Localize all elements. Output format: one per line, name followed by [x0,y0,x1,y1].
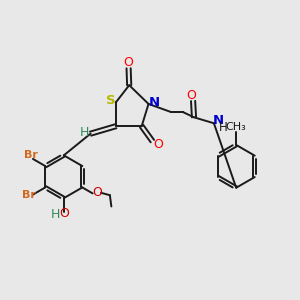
Text: O: O [187,88,196,101]
Text: H: H [79,126,89,139]
Text: O: O [59,207,69,220]
Text: S: S [106,94,116,107]
Text: N: N [148,96,159,109]
Text: Br: Br [22,190,36,200]
Text: H: H [51,208,60,221]
Text: Br: Br [24,150,38,160]
Text: CH₃: CH₃ [226,122,247,132]
Text: N: N [213,114,224,128]
Text: O: O [92,186,102,199]
Text: O: O [123,56,133,69]
Text: H: H [218,121,227,134]
Text: O: O [153,138,163,151]
